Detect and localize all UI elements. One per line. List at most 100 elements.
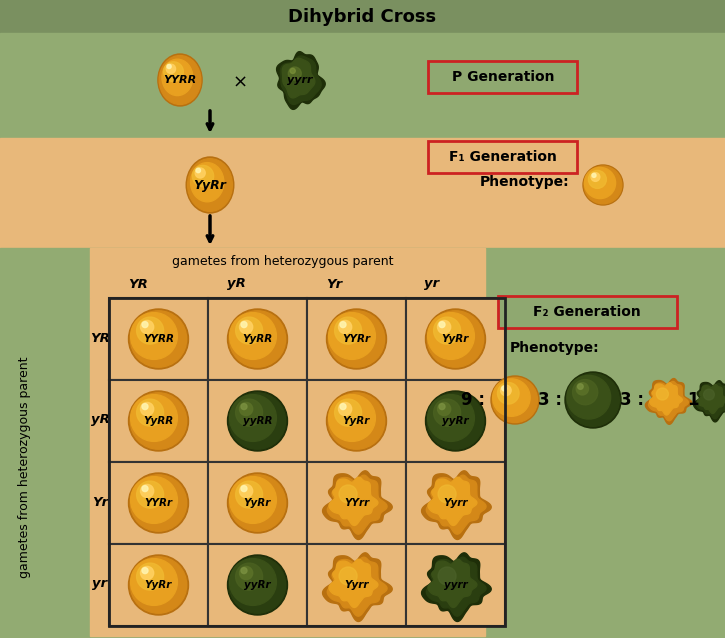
Circle shape <box>427 311 484 367</box>
Circle shape <box>130 557 187 613</box>
Text: YyRr: YyRr <box>244 498 271 508</box>
Circle shape <box>703 389 714 400</box>
Circle shape <box>339 320 352 334</box>
Circle shape <box>142 568 148 574</box>
Text: P Generation: P Generation <box>452 70 554 84</box>
Text: YyRr: YyRr <box>194 179 226 191</box>
Circle shape <box>236 317 262 344</box>
Bar <box>406 380 505 462</box>
Bar <box>90 298 485 636</box>
Polygon shape <box>426 557 486 616</box>
Text: 9 :: 9 : <box>461 391 485 409</box>
Circle shape <box>141 484 154 498</box>
Polygon shape <box>428 560 477 607</box>
Polygon shape <box>697 383 725 419</box>
Circle shape <box>130 393 187 449</box>
Circle shape <box>492 378 537 422</box>
Circle shape <box>239 567 253 579</box>
Circle shape <box>128 473 188 533</box>
Ellipse shape <box>191 163 224 202</box>
Text: gametes from heterozygous parent: gametes from heterozygous parent <box>173 255 394 267</box>
Circle shape <box>136 399 164 426</box>
Circle shape <box>502 386 507 391</box>
Polygon shape <box>649 382 688 421</box>
Ellipse shape <box>186 157 233 213</box>
Circle shape <box>230 559 276 605</box>
Bar <box>208 380 307 462</box>
Circle shape <box>229 393 286 449</box>
Circle shape <box>130 394 178 441</box>
Circle shape <box>241 322 247 327</box>
Text: F₁ Generation: F₁ Generation <box>449 150 557 164</box>
Circle shape <box>192 165 214 187</box>
Circle shape <box>326 391 386 451</box>
Circle shape <box>335 399 362 426</box>
Circle shape <box>128 309 188 369</box>
Circle shape <box>136 317 164 344</box>
Circle shape <box>328 311 385 367</box>
Circle shape <box>228 473 288 533</box>
Circle shape <box>493 379 530 417</box>
Ellipse shape <box>162 59 193 96</box>
Bar <box>406 544 505 626</box>
Circle shape <box>426 391 486 451</box>
Polygon shape <box>282 58 315 98</box>
Circle shape <box>236 399 262 426</box>
Text: yr: yr <box>92 577 107 591</box>
Circle shape <box>230 394 276 441</box>
Bar <box>109 544 208 626</box>
Text: yyRr: yyRr <box>244 580 271 590</box>
Circle shape <box>229 557 286 613</box>
Circle shape <box>573 380 597 404</box>
Text: YR: YR <box>90 332 110 345</box>
Text: Yr: Yr <box>92 496 108 508</box>
Circle shape <box>437 320 451 334</box>
Text: yr: yr <box>424 278 439 290</box>
Circle shape <box>428 394 474 441</box>
Polygon shape <box>428 477 477 526</box>
Circle shape <box>339 485 357 503</box>
Text: YyRr: YyRr <box>442 334 469 344</box>
Text: 3 :: 3 : <box>620 391 644 409</box>
Circle shape <box>241 486 247 492</box>
Circle shape <box>339 567 357 585</box>
Circle shape <box>195 168 205 178</box>
Bar <box>90 248 485 298</box>
Text: yyrr: yyrr <box>444 580 468 590</box>
Circle shape <box>437 403 451 415</box>
Circle shape <box>236 563 262 590</box>
Text: Dihybrid Cross: Dihybrid Cross <box>288 8 436 26</box>
Circle shape <box>439 404 445 410</box>
Circle shape <box>589 170 606 188</box>
Bar <box>406 462 505 544</box>
Circle shape <box>428 313 474 359</box>
Circle shape <box>567 374 619 426</box>
Circle shape <box>328 394 376 441</box>
Circle shape <box>340 322 346 327</box>
Circle shape <box>130 559 178 605</box>
Circle shape <box>340 404 346 410</box>
Circle shape <box>130 475 187 531</box>
Ellipse shape <box>160 56 201 105</box>
Circle shape <box>239 403 253 415</box>
Bar <box>0 0 725 33</box>
Text: YyRR: YyRR <box>242 334 273 344</box>
Text: Yr: Yr <box>326 278 342 290</box>
Text: Yyrr: Yyrr <box>443 498 468 508</box>
Circle shape <box>434 399 460 426</box>
Polygon shape <box>421 553 492 621</box>
Text: yR: yR <box>226 278 246 290</box>
Circle shape <box>136 481 164 508</box>
Circle shape <box>236 481 262 508</box>
Circle shape <box>141 403 154 415</box>
Circle shape <box>491 376 539 424</box>
Circle shape <box>241 404 247 410</box>
Ellipse shape <box>158 54 202 106</box>
Circle shape <box>576 383 589 395</box>
Polygon shape <box>323 553 392 621</box>
Circle shape <box>230 477 276 523</box>
Circle shape <box>500 385 511 396</box>
Polygon shape <box>281 56 321 105</box>
Polygon shape <box>327 557 387 616</box>
Circle shape <box>289 67 302 80</box>
